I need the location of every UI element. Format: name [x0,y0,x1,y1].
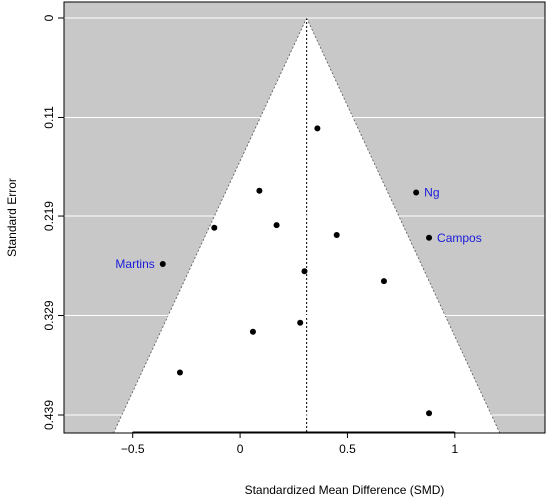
x-tick-label: 0.5 [339,442,356,456]
y-reference-lines [64,17,545,416]
data-point [273,222,280,229]
y-axis: 0 0.11 0.219 0.329 0.439 [42,14,65,430]
x-tick-label: 0 [237,442,244,456]
y-tick-label: 0.439 [42,400,56,430]
study-label: Campos [437,231,482,245]
study-label: Martins [115,257,154,271]
data-point [301,268,308,275]
y-tick-label: 0.219 [42,201,56,231]
data-point [426,234,433,241]
data-point [297,319,304,326]
data-point [380,278,387,285]
study-labels: Ng Campos Martins [115,186,481,271]
funnel-region [112,17,501,434]
x-tick-label: −0.5 [121,442,145,456]
data-point [159,260,166,267]
x-tick-label: 1 [451,442,458,456]
data-point [333,232,340,239]
y-tick-label: 0.329 [42,300,56,330]
data-point [176,369,183,376]
study-label: Ng [424,186,439,200]
data-point [249,328,256,335]
data-point [256,187,263,194]
data-point [413,189,420,196]
data-points [159,125,433,417]
y-axis-title: Standard Error [5,178,19,257]
data-point [426,410,433,417]
x-axis: −0.5 0 0.5 1 [121,431,458,456]
data-point [314,125,321,132]
y-tick-label: 0 [42,14,56,21]
data-point [211,224,218,231]
x-axis-title: Standardized Mean Difference (SMD) [245,483,445,497]
y-tick-label: 0.11 [42,106,56,129]
